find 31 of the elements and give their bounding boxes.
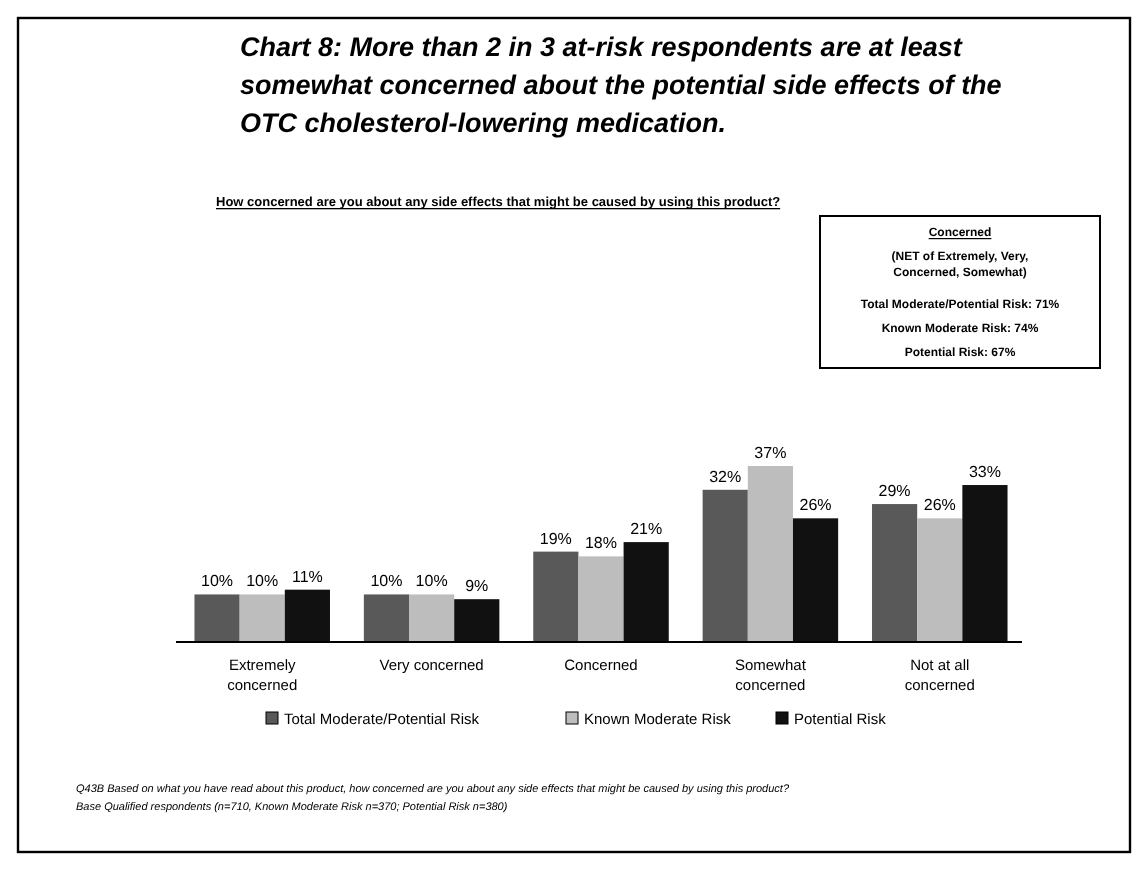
data-label: 26%: [923, 496, 956, 515]
data-label: 11%: [291, 567, 323, 586]
bar: [747, 466, 793, 642]
bar: [194, 594, 240, 642]
data-label: 29%: [878, 482, 911, 501]
bar: [454, 599, 500, 642]
bar: [623, 542, 669, 642]
data-label: 21%: [630, 520, 663, 539]
data-label: 10%: [246, 572, 279, 591]
bar: [917, 518, 963, 642]
bar: [872, 504, 918, 642]
data-label: 32%: [709, 467, 742, 486]
bar: [578, 556, 624, 642]
data-label: 33%: [968, 463, 1001, 482]
data-label: 10%: [415, 572, 448, 591]
data-label: 37%: [754, 444, 787, 462]
chart-title: Chart 8: More than 2 in 3 at-risk respondents are at least somewhat concerned about the potential side effects of the OTC cholesterol-lowering medication.: [240, 32, 1003, 138]
bar: [962, 485, 1008, 642]
data-label: 10%: [201, 572, 234, 591]
bar: [792, 518, 839, 642]
data-label: 18%: [584, 534, 618, 553]
data-label: 19%: [539, 529, 572, 548]
data-label: 10%: [370, 572, 403, 591]
data-label: 9%: [465, 577, 489, 596]
bar: [239, 594, 285, 642]
bar: [409, 594, 455, 642]
bar: [702, 489, 748, 642]
bar: [533, 551, 579, 642]
bar: [284, 589, 330, 642]
data-label: 26%: [799, 496, 832, 515]
bar: [363, 594, 410, 642]
